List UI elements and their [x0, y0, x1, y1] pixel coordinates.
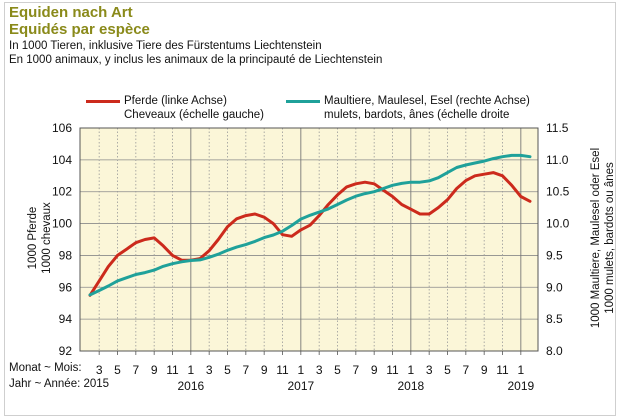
- legend-swatch-horses: [86, 100, 120, 103]
- month-tick-label: 5: [444, 363, 451, 377]
- month-tick-label: 1: [517, 363, 524, 377]
- right-tick-label: 11.0: [546, 153, 569, 167]
- left-axis-title: 1000 Pferde 1000 chevaux: [26, 178, 54, 298]
- left-tick-label: 98: [59, 248, 73, 262]
- month-tick-label: 3: [206, 363, 213, 377]
- month-tick-label: 1: [297, 363, 304, 377]
- month-tick-label: 7: [462, 363, 469, 377]
- year-label: 2018: [397, 379, 424, 393]
- series-line-mules: [88, 153, 532, 297]
- subtitle-french: En 1000 animaux, y inclus les animaux de…: [9, 54, 383, 66]
- left-axis-title-fr: 1000 chevaux: [41, 202, 53, 274]
- year-label: 2017: [287, 379, 314, 393]
- month-tick-label: 11: [276, 363, 289, 377]
- title-german: Equiden nach Art: [9, 4, 133, 21]
- month-tick-label: 5: [114, 363, 121, 377]
- legend-label-horses: Pferde (linke Achse) Cheveaux (échelle g…: [124, 94, 264, 122]
- left-tick-label: 96: [59, 280, 73, 294]
- month-tick-label: 7: [242, 363, 249, 377]
- title-french: Equidés par espèce: [9, 21, 150, 38]
- month-tick-label: 5: [334, 363, 341, 377]
- month-tick-label: 11: [496, 363, 509, 377]
- month-tick-label: 11: [166, 363, 179, 377]
- left-tick-label: 100: [52, 217, 72, 231]
- left-tick-label: 104: [52, 153, 72, 167]
- month-tick-label: 9: [151, 363, 158, 377]
- month-tick-label: 1: [187, 363, 194, 377]
- legend-horses-de: Pferde (linke Achse): [124, 95, 227, 107]
- month-tick-label: 5: [224, 363, 231, 377]
- subtitle-german: In 1000 Tieren, inklusive Tiere des Fürs…: [9, 40, 322, 52]
- plot-border: [79, 127, 539, 352]
- legend-mules-fr: mulets, bardots, ânes (échelle droite: [324, 109, 510, 121]
- month-tick-label: 9: [481, 363, 488, 377]
- right-tick-label: 8.5: [546, 312, 563, 326]
- month-tick-label: 3: [426, 363, 433, 377]
- month-tick-label: 3: [316, 363, 323, 377]
- right-tick-label: 11.5: [546, 121, 569, 135]
- right-tick-label: 10.5: [546, 185, 570, 199]
- right-tick-label: 9.5: [546, 248, 563, 262]
- left-tick-label: 92: [59, 344, 73, 358]
- left-tick-label: 106: [52, 121, 72, 135]
- month-tick-label: 9: [371, 363, 378, 377]
- year-label: 2019: [507, 379, 534, 393]
- year-row-label: Jahr ~ Année: 2015: [9, 378, 110, 390]
- right-tick-label: 10.0: [546, 217, 570, 231]
- year-label: 2016: [177, 379, 204, 393]
- month-tick-label: 7: [132, 363, 139, 377]
- right-axis-title: 1000 Maultiere, Maulesel oder Esel 1000 …: [589, 133, 617, 343]
- month-tick-label: 3: [96, 363, 103, 377]
- chart-frame: [4, 2, 616, 416]
- month-tick-label: 7: [352, 363, 359, 377]
- month-tick-label: 1: [407, 363, 414, 377]
- right-axis-title-de: 1000 Maultiere, Maulesel oder Esel: [590, 147, 602, 329]
- legend-mules-de: Maultiere, Maulesel, Esel (rechte Achse): [324, 95, 530, 107]
- right-tick-label: 8.0: [546, 344, 563, 358]
- left-tick-label: 94: [59, 312, 73, 326]
- month-tick-label: 11: [386, 363, 399, 377]
- series-line-horses: [88, 171, 532, 297]
- right-axis-title-fr: 1000 mulets, bardots ou ânes: [604, 162, 616, 314]
- legend-label-mules: Maultiere, Maulesel, Esel (rechte Achse)…: [324, 94, 530, 122]
- right-tick-label: 9.0: [546, 280, 563, 294]
- legend-horses-fr: Cheveaux (échelle gauche): [124, 109, 265, 121]
- left-tick-label: 102: [52, 185, 72, 199]
- month-tick-label: 9: [261, 363, 268, 377]
- left-axis-title-de: 1000 Pferde: [27, 206, 39, 270]
- legend-swatch-mules: [286, 100, 320, 103]
- month-row-label: Monat ~ Mois:: [9, 362, 82, 374]
